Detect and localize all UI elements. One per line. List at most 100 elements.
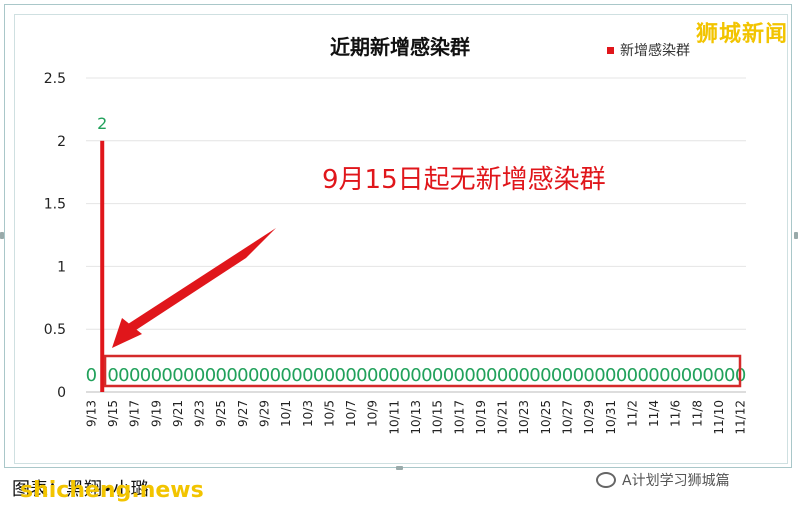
- data-label: 0: [540, 365, 551, 386]
- data-label: 0: [551, 365, 562, 386]
- x-tick-label: 9/27: [236, 400, 250, 427]
- data-label: 0: [605, 365, 616, 386]
- legend: 新增感染群: [607, 40, 690, 60]
- annotation-arrow-shaft: [128, 228, 276, 330]
- x-tick-label: 9/15: [106, 400, 120, 427]
- data-label: 0: [616, 365, 627, 386]
- data-label: 0: [183, 365, 194, 386]
- x-tick-label: 10/13: [409, 400, 423, 435]
- x-tick-label: 10/17: [452, 400, 466, 435]
- data-label: 0: [486, 365, 497, 386]
- x-tick-label: 10/19: [474, 400, 488, 435]
- x-tick-label: 10/7: [344, 400, 358, 427]
- bar: [100, 140, 105, 392]
- annotation-arrow-head: [112, 318, 142, 348]
- x-tick-label: 9/13: [84, 400, 98, 427]
- chart-caption: 图表：黑翔•小璐: [12, 479, 149, 500]
- data-label: 2: [97, 114, 107, 133]
- data-label: 0: [443, 365, 454, 386]
- data-label: 0: [118, 365, 129, 386]
- data-label: 0: [529, 365, 540, 386]
- resize-handle-bottom[interactable]: [396, 466, 403, 470]
- x-tick-label: 10/11: [387, 400, 401, 435]
- data-label: 0: [713, 365, 724, 386]
- data-label: 0: [421, 365, 432, 386]
- data-label: 0: [432, 365, 443, 386]
- x-tick-label: 10/9: [366, 400, 380, 427]
- x-tick-label: 9/23: [193, 400, 207, 427]
- x-tick-label: 11/10: [712, 400, 726, 435]
- data-label: 0: [237, 365, 248, 386]
- data-label: 0: [140, 365, 151, 386]
- y-tick-label: 0: [57, 385, 66, 401]
- data-label: 0: [151, 365, 162, 386]
- data-label: 0: [313, 365, 324, 386]
- data-label: 0: [216, 365, 227, 386]
- wechat-credit: A计划学习狮城篇: [596, 470, 730, 490]
- x-tick-label: 9/19: [149, 400, 163, 427]
- data-label: 0: [637, 365, 648, 386]
- data-label: 0: [562, 365, 573, 386]
- legend-label: 新增感染群: [620, 43, 690, 59]
- x-tick-label: 10/29: [582, 400, 596, 435]
- data-label: 0: [345, 365, 356, 386]
- data-label: 0: [475, 365, 486, 386]
- x-tick-label: 11/12: [734, 400, 748, 435]
- data-label: 0: [107, 365, 118, 386]
- x-tick-label: 10/5: [322, 400, 336, 427]
- data-label: 0: [248, 365, 259, 386]
- y-tick-label: 0.5: [44, 322, 66, 338]
- y-tick-label: 1.5: [44, 197, 66, 213]
- watermark-top: 狮城新闻: [695, 22, 788, 47]
- data-label: 0: [302, 365, 313, 386]
- data-label: 0: [454, 365, 465, 386]
- x-tick-label: 10/23: [517, 400, 531, 435]
- data-label: 0: [356, 365, 367, 386]
- data-label: 0: [410, 365, 421, 386]
- data-label: 0: [724, 365, 735, 386]
- y-tick-label: 2: [57, 134, 66, 150]
- data-label: 0: [324, 365, 335, 386]
- data-label: 0: [205, 365, 216, 386]
- resize-handle-right[interactable]: [794, 232, 798, 239]
- x-tick-label: 10/21: [496, 400, 510, 435]
- x-tick-label: 11/4: [647, 400, 661, 427]
- y-tick-label: 2.5: [44, 71, 66, 87]
- data-label: 0: [259, 365, 270, 386]
- data-label: 0: [194, 365, 205, 386]
- x-tick-label: 10/27: [560, 400, 574, 435]
- legend-swatch: [607, 46, 614, 54]
- data-label: 0: [648, 365, 659, 386]
- wechat-label: A计划学习狮城篇: [622, 473, 730, 489]
- x-tick-label: 11/2: [625, 400, 639, 427]
- x-tick-label: 9/25: [214, 400, 228, 427]
- x-tick-label: 10/15: [431, 400, 445, 435]
- data-label: 0: [226, 365, 237, 386]
- data-label: 0: [378, 365, 389, 386]
- data-label: 0: [399, 365, 410, 386]
- data-label: 0: [670, 365, 681, 386]
- annotation-text: 9月15日起无新增感染群: [322, 165, 606, 195]
- wechat-icon: [596, 472, 616, 488]
- site-watermark: shicheng.news: [20, 478, 204, 503]
- data-label: 0: [367, 365, 378, 386]
- x-tick-label: 9/21: [171, 400, 185, 427]
- data-label: 0: [270, 365, 281, 386]
- data-label: 0: [464, 365, 475, 386]
- data-label: 0: [573, 365, 584, 386]
- data-label: 0: [86, 365, 97, 386]
- x-tick-label: 9/29: [258, 400, 272, 427]
- data-label: 0: [161, 365, 172, 386]
- data-label: 0: [681, 365, 692, 386]
- data-label: 0: [129, 365, 140, 386]
- data-label: 0: [172, 365, 183, 386]
- x-tick-label: 10/1: [279, 400, 293, 427]
- x-tick-label: 9/17: [128, 400, 142, 427]
- resize-handle-left[interactable]: [0, 232, 4, 239]
- y-tick-label: 1: [57, 259, 66, 275]
- data-label: 0: [518, 365, 529, 386]
- data-label: 0: [594, 365, 605, 386]
- data-label: 0: [692, 365, 703, 386]
- x-tick-label: 10/3: [301, 400, 315, 427]
